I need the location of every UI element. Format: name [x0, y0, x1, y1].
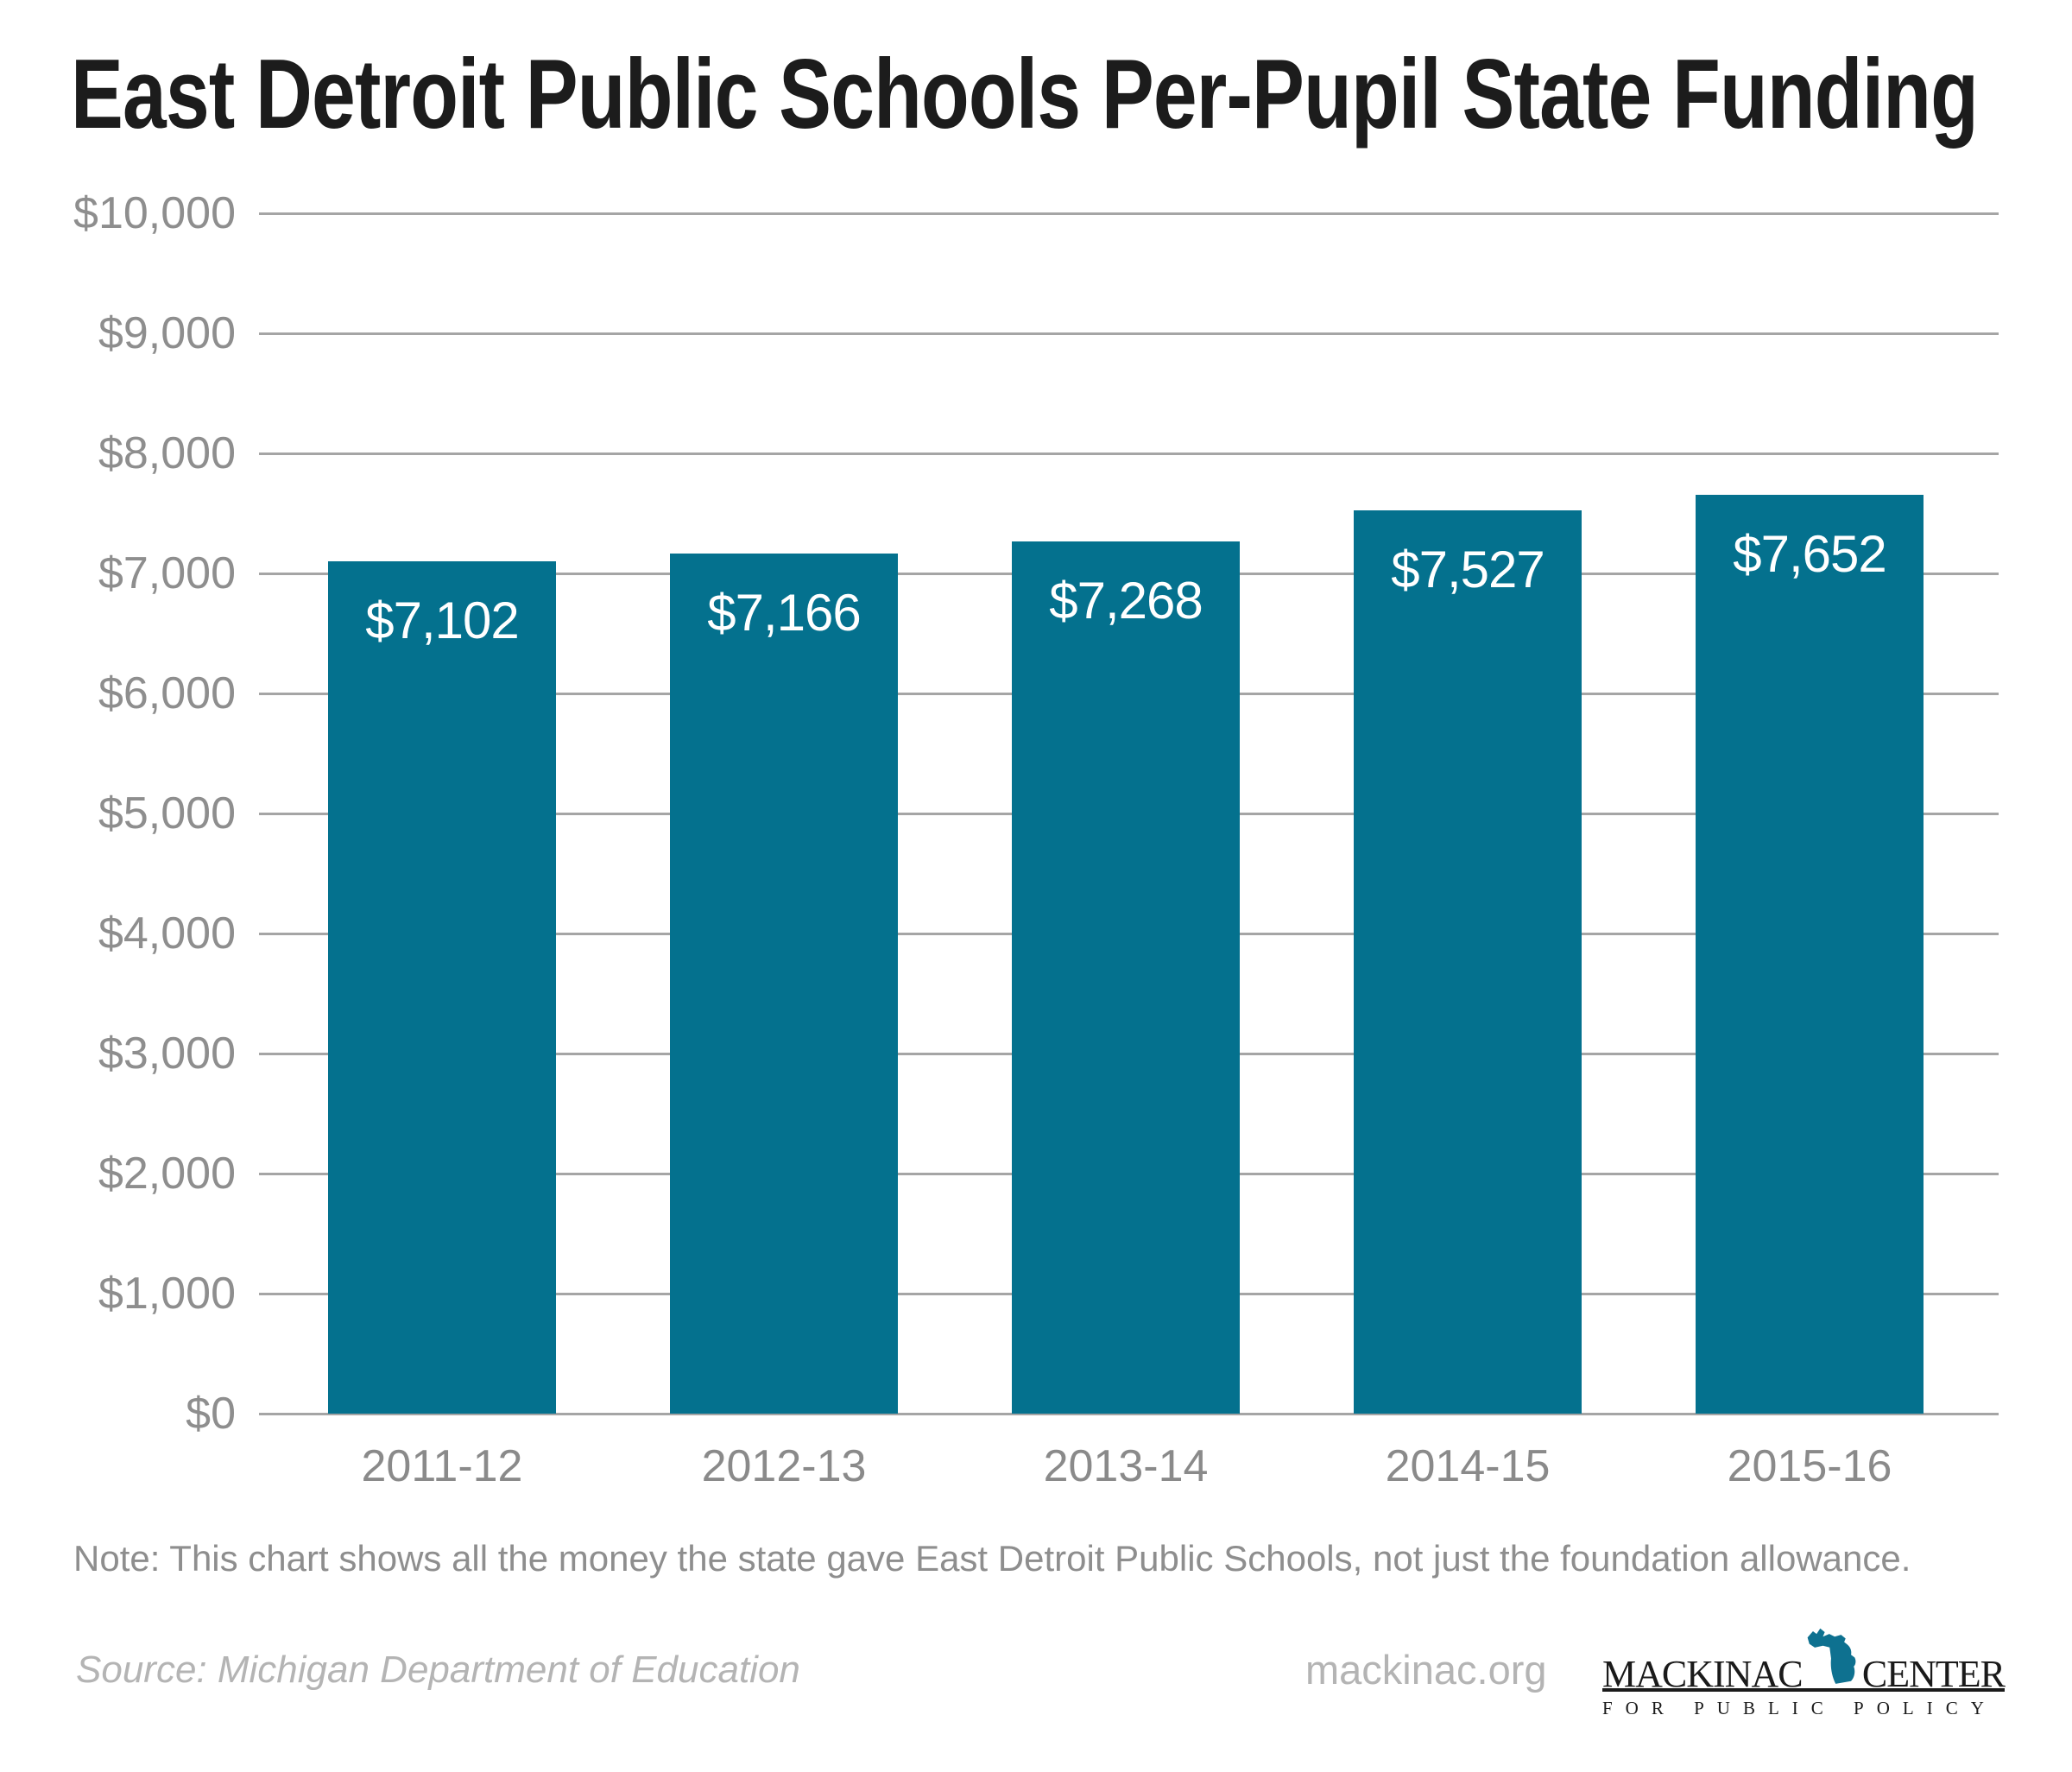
y-tick-label: $1,000	[98, 1269, 236, 1319]
gridline	[259, 452, 1999, 455]
y-tick-label: $0	[186, 1389, 236, 1439]
y-tick-label: $5,000	[98, 788, 236, 839]
footnote: Note: This chart shows all the money the…	[73, 1538, 1911, 1579]
logo-word-center: CENTER	[1861, 1653, 2006, 1695]
gridline	[259, 332, 1999, 335]
chart-title-text: East Detroit Public Schools Per-Pupil St…	[71, 40, 1979, 149]
y-tick-label: $6,000	[98, 668, 236, 718]
bar-2014-15: $7,527	[1354, 509, 1582, 1414]
x-tick-label: 2011-12	[361, 1441, 523, 1491]
logo-wordmark: MACKINAC CENTER	[1602, 1614, 2006, 1695]
logo-word-mackinac: MACKINAC	[1602, 1653, 1804, 1695]
bar-value-label: $7,166	[707, 583, 862, 642]
mackinac-center-logo: MACKINAC CENTER FOR PUBLIC POLICY	[1602, 1614, 2006, 1719]
x-tick-label: 2013-14	[1043, 1441, 1209, 1491]
y-tick-label: $10,000	[73, 188, 236, 238]
bar-2013-14: $7,268	[1012, 541, 1240, 1414]
y-tick-label: $8,000	[98, 428, 236, 478]
y-tick-label: $3,000	[98, 1028, 236, 1079]
x-tick-label: 2012-13	[701, 1441, 867, 1491]
y-tick-label: $9,000	[98, 308, 236, 358]
bar-value-label: $7,652	[1733, 525, 1887, 584]
y-tick-label: $2,000	[98, 1149, 236, 1199]
x-tick-label: 2015-16	[1727, 1441, 1892, 1491]
website-link[interactable]: mackinac.org	[1305, 1647, 1547, 1693]
gridline	[259, 212, 1999, 215]
bar-value-label: $7,527	[1391, 540, 1545, 598]
bar-2015-16: $7,652	[1696, 495, 1924, 1414]
logo-tagline: FOR PUBLIC POLICY	[1602, 1698, 1997, 1718]
bar-value-label: $7,268	[1049, 571, 1203, 630]
bar-2012-13: $7,166	[670, 553, 898, 1414]
source-credit: Source: Michigan Department of Education	[76, 1649, 800, 1691]
chart-title: East Detroit Public Schools Per-Pupil St…	[71, 35, 2072, 155]
bar-2011-12: $7,102	[328, 560, 556, 1414]
x-tick-label: 2014-15	[1385, 1441, 1551, 1491]
logo-divider	[1602, 1688, 2005, 1692]
michigan-state-icon	[1807, 1628, 1856, 1684]
y-tick-label: $4,000	[98, 908, 236, 959]
gridline	[259, 1412, 1999, 1415]
y-tick-label: $7,000	[98, 548, 236, 598]
bar-value-label: $7,102	[365, 591, 520, 649]
